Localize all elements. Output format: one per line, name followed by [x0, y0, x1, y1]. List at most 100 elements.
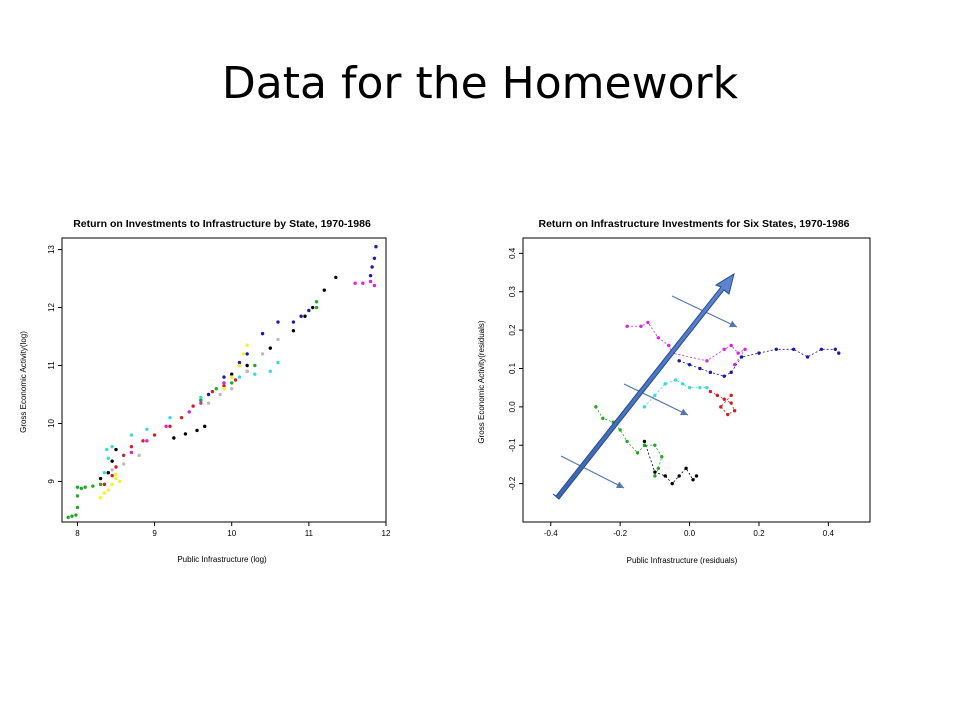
chart-left-point: [199, 395, 203, 400]
chart-right-point: [715, 393, 720, 398]
chart-right-point: [653, 443, 657, 447]
chart-left-point: [222, 384, 226, 388]
chart-left-point: [276, 337, 280, 342]
slide-title: Data for the Homework: [221, 58, 739, 109]
chart-right-title: Return on Infrastructure Investments for…: [538, 218, 849, 230]
chart-left-point: [98, 476, 103, 481]
chart-left-point: [299, 314, 303, 318]
chart-right-point: [646, 320, 650, 325]
chart-left-point: [303, 314, 307, 318]
chart-left-point: [199, 398, 203, 402]
chart-left-xtick-label: 10: [227, 529, 236, 538]
chart-right-point: [698, 385, 702, 390]
chart-right-point: [618, 428, 622, 432]
chart-right-point: [642, 439, 647, 444]
chart-right-point: [635, 451, 640, 455]
chart-left-axes: 8 9 10 11 12 9 10 11 12 13: [47, 245, 391, 538]
chart-right-point: [687, 385, 692, 390]
chart-right-point: [642, 443, 647, 447]
chart-left-point: [129, 450, 134, 455]
chart-left-point: [110, 482, 114, 487]
chart-right-point: [705, 359, 709, 363]
chart-left-point: [199, 401, 203, 405]
chart-left-point: [98, 482, 103, 487]
chart-left-point: [129, 444, 134, 449]
chart-right-xtick-label: -0.4: [544, 529, 558, 538]
chart-right-point: [719, 405, 723, 409]
chart-left-point: [353, 281, 357, 285]
chart-left-title: Return on Investments to Infrastructure …: [73, 218, 371, 230]
chart-left-point: [230, 372, 234, 376]
chart-right-point: [656, 336, 661, 340]
chart-right-point: [732, 409, 737, 413]
chart-right-point: [625, 439, 629, 444]
chart-right-point: [687, 362, 692, 367]
chart-left-point: [370, 265, 374, 269]
chart-left-point: [106, 471, 110, 475]
chart-left-point: [191, 404, 195, 408]
chart-left-point: [114, 465, 118, 469]
chart-left-point: [102, 482, 107, 487]
chart-left-point: [195, 428, 199, 433]
chart-left-ytick-label: 9: [47, 479, 56, 484]
chart-left-point: [230, 381, 234, 385]
chart-right-series-line: [627, 321, 746, 365]
chart-left-ytick-label: 11: [47, 361, 56, 370]
chart-left-point: [145, 439, 149, 443]
chart-left-ytick-label: 13: [47, 245, 56, 254]
chart-right-series-line: [644, 441, 697, 485]
chart-right-point: [729, 401, 733, 405]
chart-right-ytick-label: 0.2: [508, 324, 517, 336]
chart-right-ytick-label: 0.1: [508, 362, 517, 374]
chart-right-point: [698, 366, 702, 371]
chart-right-point: [774, 347, 779, 351]
chart-right-point: [673, 378, 678, 382]
chart-left-point: [334, 275, 338, 280]
chart-right-series-line: [679, 348, 840, 377]
chart-left-point: [253, 372, 257, 376]
chart-left-point: [79, 486, 83, 491]
chart-left-point: [241, 352, 245, 356]
chart-left-point: [137, 453, 141, 458]
chart-left-point: [114, 476, 118, 481]
chart-left-point: [230, 375, 234, 379]
chart-left-point: [311, 305, 315, 310]
chart-left-ytick-label: 10: [47, 418, 56, 427]
chart-left-point: [222, 375, 226, 379]
chart-left-point: [233, 378, 238, 382]
chart-left-point: [75, 505, 80, 510]
chart-left-point: [322, 288, 326, 292]
chart-left-point: [237, 360, 242, 365]
chart-left-point: [102, 491, 107, 495]
chart-left-xtick-label: 11: [305, 529, 314, 538]
chart-right-point: [653, 393, 657, 398]
chart-left-point: [168, 415, 172, 420]
chart-right-point: [757, 351, 761, 355]
chart-left-point: [218, 392, 222, 397]
chart-right-point: [726, 412, 730, 417]
chart-left-point: [276, 320, 280, 324]
chart-right-point: [663, 382, 667, 386]
chart-left-point: [245, 363, 249, 368]
chart-left-point: [110, 459, 114, 463]
chart-left-point: [253, 363, 257, 368]
chart-left-point: [102, 471, 107, 475]
chart-right-xtick-label: 0.4: [823, 529, 835, 538]
chart-left-point: [372, 256, 377, 260]
chart-left-point: [368, 279, 373, 284]
chart-right-point: [837, 351, 841, 355]
chart-right-points: [594, 320, 841, 486]
chart-left-ylabel: Gross Economic Activity(log): [19, 331, 28, 433]
chart-right-point: [656, 466, 661, 470]
chart-left-point: [206, 401, 211, 405]
chart-left-point: [260, 331, 265, 336]
chart-left-xtick-label: 8: [75, 529, 80, 538]
chart-left-point: [98, 495, 103, 500]
chart-right-point: [653, 470, 657, 474]
chart-left-point: [110, 444, 114, 449]
chart-left-point: [179, 415, 184, 420]
chart-left-point: [129, 433, 134, 437]
chart-left-point: [268, 346, 272, 350]
chart-right-point: [642, 405, 647, 409]
chart-left-xtick-label: 12: [382, 529, 391, 538]
